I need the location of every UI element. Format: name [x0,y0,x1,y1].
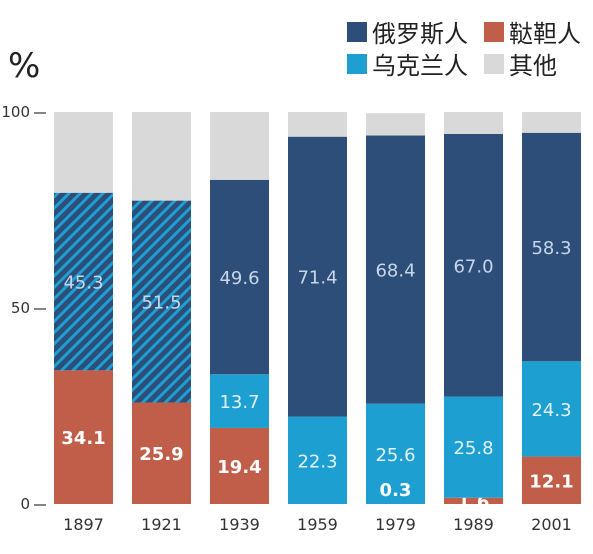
bars-group: 34.1 45.3 25.9 51.5 19.4 13.7 49.6 22.3 71.4 25.6… [54,112,581,513]
data-label-extra-1979: 0.3 [380,480,412,501]
x-axis: 1897 1921 1939 1959 1979 1989 2001 [63,515,572,534]
x-tick-label-1959: 1959 [297,515,338,534]
bar-segment-乌克兰人-2001 [522,361,581,457]
bar-segment-乌克兰人-1959 [288,416,347,504]
bar-segment-其他-1959 [288,112,347,137]
y-axis: 0 50 100 [1,103,46,513]
legend-label-tatars: 鞑靼人 [509,20,581,48]
legend-swatch-tatars [484,21,504,42]
data-label-鞑靼人-1897: 34.1 [61,428,105,449]
bar-segment-鞑靼人-2001 [522,456,581,504]
data-label-乌克兰人-1979: 25.6 [375,445,415,466]
legend-label-others: 其他 [509,52,557,80]
data-label-鞑靼人-1939: 19.4 [217,457,261,478]
bar-segment-其他-1989 [444,112,503,134]
bar-segment-乌克兰人-1939 [210,374,269,428]
data-label-鞑靼人-1921: 25.9 [139,444,183,465]
bar-segment-俄罗斯人-2001 [522,132,581,362]
legend-label-russians: 俄罗斯人 [372,20,468,48]
bar-segment-俄罗斯人-1989 [444,133,503,397]
legend-item-ukrainians: 乌克兰人 [347,46,468,81]
data-label-乌克兰人-1989: 25.8 [453,438,493,459]
legend-item-others: 其他 [484,46,557,81]
x-tick-label-1897: 1897 [63,515,104,534]
data-label-俄罗斯人-2001: 58.3 [531,238,571,259]
bar-segment-鞑靼人-1897 [54,370,113,504]
legend-swatch-ukrainians [347,53,367,74]
x-tick-label-1939: 1939 [219,515,260,534]
data-label-鞑靼人-2001: 12.1 [529,471,573,492]
x-tick-label-1989: 1989 [453,515,494,534]
data-label-俄罗斯人-1989: 67.0 [453,256,493,277]
y-tick-label: 50 [11,299,30,317]
bar-segment-其他-1921 [132,112,191,201]
bar-segment-其他-1979 [366,113,425,136]
legend-item-tatars: 鞑靼人 [484,14,581,49]
bar-segment-鞑靼人-1939 [210,427,269,504]
data-label-俄罗斯人-1979: 68.4 [375,261,415,282]
legend-label-ukrainians: 乌克兰人 [372,52,468,80]
data-label-俄罗斯人-1921: 51.5 [141,293,181,314]
bar-segment-其他-1939 [210,112,269,180]
x-tick-label-1921: 1921 [141,515,182,534]
bar-segment-俄罗斯人-1979 [366,135,425,404]
legend-item-russians: 俄罗斯人 [347,14,468,49]
data-label-乌克兰人-1939: 13.7 [219,392,259,413]
legend-swatch-russians [347,21,367,42]
legend-swatch-others [484,53,504,74]
data-label-俄罗斯人-1939: 49.6 [219,268,259,289]
x-tick-label-1979: 1979 [375,515,416,534]
bar-segment-鞑靼人-1989 [444,497,503,504]
y-axis-unit: % [8,46,41,86]
data-label-乌克兰人-1959: 22.3 [297,451,337,472]
data-label-乌克兰人-2001: 24.3 [531,400,571,421]
bar-segment-俄罗斯人-1959 [288,136,347,417]
x-tick-label-2001: 2001 [531,515,572,534]
bar-segment-其他-1897 [54,112,113,193]
data-label-俄罗斯人-1959: 71.4 [297,268,337,289]
bar-segment-乌克兰人-1989 [444,396,503,498]
data-label-俄罗斯人-1897: 45.3 [63,273,103,294]
y-tick-label: 100 [1,103,30,121]
bar-segment-其他-2001 [522,112,581,133]
bar-segment-俄罗斯人-1921 [132,200,191,403]
y-tick-label: 0 [20,495,30,513]
bar-segment-俄罗斯人-1939 [210,179,269,375]
bar-segment-乌克兰人-1979 [366,403,425,504]
bar-segment-俄罗斯人-1897 [54,192,113,371]
bar-segment-鞑靼人-1921 [132,402,191,504]
